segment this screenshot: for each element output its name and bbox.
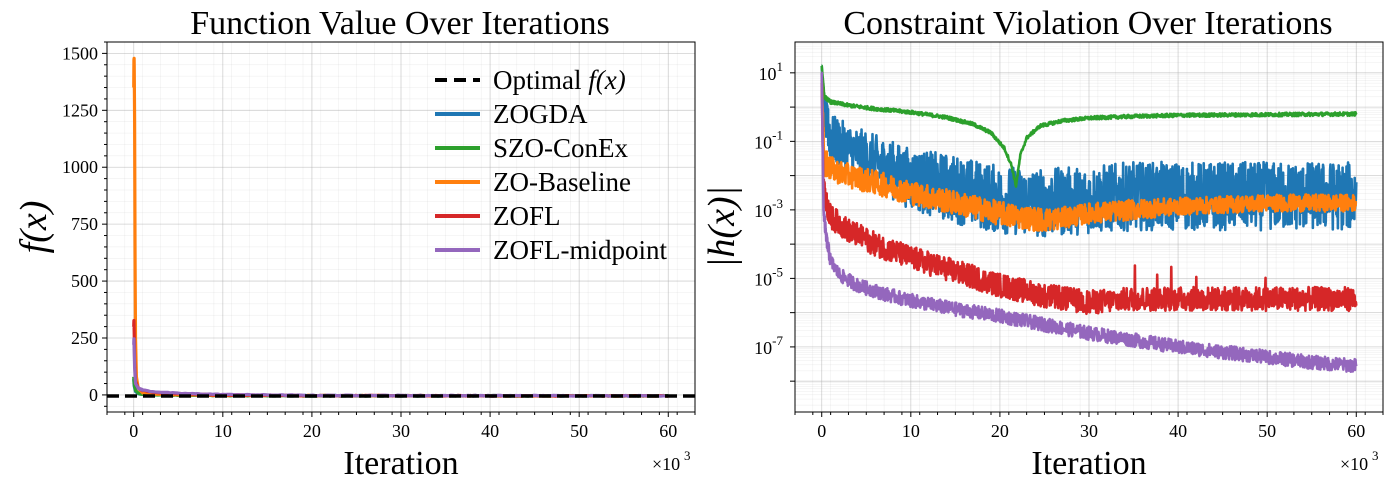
legend-label: ZO-Baseline xyxy=(493,167,631,197)
left-x-multiplier-exp: 3 xyxy=(684,448,691,463)
right-x-tick-label: 60 xyxy=(1347,421,1365,441)
left-y-tick-labels: 0 250 500 750 1000 1250 1500 xyxy=(62,43,98,405)
left-title: Function Value Over Iterations xyxy=(190,5,610,42)
left-x-tick-label: 60 xyxy=(659,421,677,441)
legend-label-math: f(x) xyxy=(588,65,625,95)
left-x-multiplier-base: ×10 xyxy=(652,454,680,474)
left-y-tick-label: 500 xyxy=(71,271,98,291)
left-x-tick-label: 20 xyxy=(303,421,321,441)
right-y-tick-base: 10 xyxy=(754,201,772,221)
right-x-tick-label: 0 xyxy=(817,421,826,441)
right-y-tick-exp: -5 xyxy=(772,264,783,279)
left-y-tick-label: 250 xyxy=(71,328,98,348)
legend-label: Optimal f(x) xyxy=(493,65,626,95)
legend-item-szo-conex: SZO-ConEx xyxy=(435,133,629,163)
right-y-tick-label: 10-1 xyxy=(754,127,783,152)
right-x-multiplier-base: ×10 xyxy=(1340,454,1368,474)
right-x-tick-label: 40 xyxy=(1169,421,1187,441)
right-x-tick-label: 50 xyxy=(1258,421,1276,441)
right-y-tick-base: 10 xyxy=(754,132,772,152)
right-x-tick-label: 30 xyxy=(1080,421,1098,441)
right-x-multiplier-exp: 3 xyxy=(1372,448,1379,463)
legend-label: SZO-ConEx xyxy=(493,133,629,163)
right-y-tick-exp: -7 xyxy=(772,333,783,348)
right-y-tick-exp: 1 xyxy=(777,59,784,74)
legend-item-optimal: Optimal f(x) xyxy=(435,65,626,95)
legend-item-zo-baseline: ZO-Baseline xyxy=(435,167,631,197)
right-ticks xyxy=(790,72,1384,417)
right-y-tick-base: 10 xyxy=(754,269,772,289)
left-x-tick-label: 0 xyxy=(129,421,138,441)
legend-label: ZOFL xyxy=(493,201,561,231)
left-plot-area xyxy=(107,56,695,398)
right-series-zofl xyxy=(820,81,1358,316)
legend-item-zogda: ZOGDA xyxy=(435,99,588,129)
right-x-tick-labels: 0 10 20 30 40 50 60 xyxy=(817,421,1365,441)
right-x-tick-label: 10 xyxy=(902,421,920,441)
right-y-tick-label: 101 xyxy=(759,59,784,84)
legend: Optimal f(x) ZOGDA SZO-ConEx ZO-Baseline ZOF… xyxy=(435,65,667,265)
right-series-zofl-midpoint xyxy=(820,71,1358,374)
constraint-violation-panel: Constraint Violation Over Iterations 0 10… xyxy=(701,5,1384,482)
legend-item-zofl-midpoint: ZOFL-midpoint xyxy=(435,235,667,265)
right-y-tick-label: 10-3 xyxy=(754,196,783,221)
right-y-tick-exp: -1 xyxy=(772,127,783,142)
right-x-axis-label: Iteration xyxy=(1031,445,1146,482)
left-x-tick-label: 40 xyxy=(481,421,499,441)
left-ticks xyxy=(102,41,696,417)
right-x-multiplier: ×10 3 xyxy=(1340,448,1379,474)
right-y-tick-exp: -3 xyxy=(772,196,783,211)
right-y-tick-base: 10 xyxy=(759,64,777,84)
right-y-tick-base: 10 xyxy=(754,338,772,358)
left-y-tick-label: 1250 xyxy=(62,100,98,120)
left-y-tick-label: 750 xyxy=(71,214,98,234)
right-plot-area xyxy=(820,64,1358,374)
right-y-axis-label: |h(x)| xyxy=(701,186,743,268)
right-series-zo-baseline xyxy=(820,78,1358,233)
right-title: Constraint Violation Over Iterations xyxy=(843,5,1332,42)
left-x-axis-label: Iteration xyxy=(343,445,458,482)
right-y-tick-label: 10-5 xyxy=(754,264,783,289)
right-y-tick-label: 10-7 xyxy=(754,333,783,358)
left-y-tick-label: 0 xyxy=(89,385,98,405)
left-x-multiplier: ×10 3 xyxy=(652,448,691,474)
left-x-tick-labels: 0 10 20 30 40 50 60 xyxy=(129,421,677,441)
legend-label: ZOGDA xyxy=(493,99,588,129)
left-y-tick-label: 1000 xyxy=(62,157,98,177)
left-y-tick-label: 1500 xyxy=(62,43,98,63)
legend-label: ZOFL-midpoint xyxy=(493,235,667,265)
right-series-szo-conex xyxy=(820,64,1358,188)
left-x-tick-label: 50 xyxy=(570,421,588,441)
left-x-tick-label: 30 xyxy=(392,421,410,441)
left-y-axis-label: f(x) xyxy=(13,201,55,254)
legend-item-zofl: ZOFL xyxy=(435,201,561,231)
function-value-panel: Function Value Over Iterations 0 10 20 30 40… xyxy=(13,5,696,482)
right-x-tick-label: 20 xyxy=(991,421,1009,441)
left-x-tick-label: 10 xyxy=(214,421,232,441)
left-grid xyxy=(106,41,696,412)
